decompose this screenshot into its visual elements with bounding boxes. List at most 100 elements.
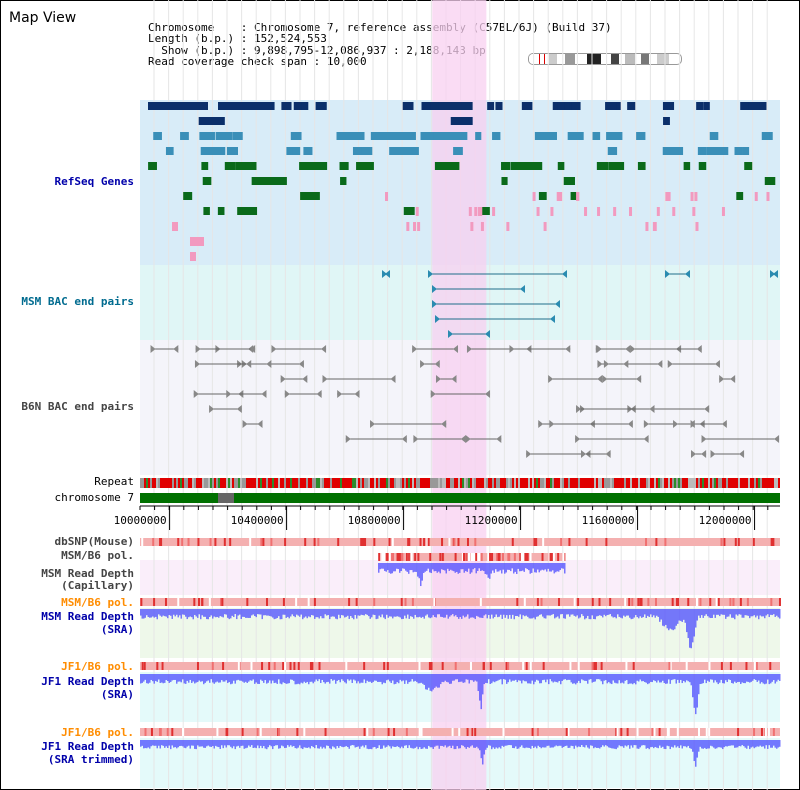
read-depth-bar xyxy=(447,740,449,747)
track-label-jf1-depth-trim[interactable]: JF1 Read Depth xyxy=(41,740,134,753)
bac-end-marker xyxy=(496,435,502,443)
read-depth-bar xyxy=(153,609,155,618)
gene-feature xyxy=(637,162,646,170)
read-depth-bar xyxy=(402,563,404,569)
read-depth-bar xyxy=(156,674,158,682)
chromosome-ideogram[interactable] xyxy=(528,53,682,65)
read-depth-bar xyxy=(482,674,484,695)
gene-feature xyxy=(340,177,347,185)
read-depth-bar xyxy=(356,674,358,684)
read-depth-bar xyxy=(662,740,664,747)
read-depth-bar xyxy=(314,609,316,619)
repeat-feature xyxy=(642,478,644,488)
polymorphism-mark xyxy=(520,553,523,561)
read-depth-bar xyxy=(308,740,310,748)
bac-end-marker xyxy=(623,360,629,368)
read-depth-bar xyxy=(585,674,587,681)
polymorphism-mark xyxy=(414,553,417,561)
region-marker[interactable] xyxy=(539,54,545,64)
track-label-msm-depth-sra[interactable]: MSM Read Depth xyxy=(41,610,134,623)
read-depth-bar xyxy=(410,740,412,748)
track-label-chromosome[interactable]: chromosome 7 xyxy=(54,491,134,504)
repeat-feature xyxy=(740,478,742,488)
read-depth-bar xyxy=(504,609,506,618)
read-depth-bar xyxy=(635,674,637,685)
repeat-feature xyxy=(220,478,222,488)
polymorphism-mark xyxy=(732,598,735,606)
polymorphism-mark xyxy=(177,538,180,546)
track-label-msm-b6-pol-2[interactable]: MSM/B6 pol. xyxy=(61,596,134,609)
read-depth-bar xyxy=(264,740,266,749)
read-depth-bar xyxy=(342,740,344,748)
bac-end-marker xyxy=(576,405,582,413)
track-label-jf1-b6-pol-1[interactable]: JF1/B6 pol. xyxy=(61,660,134,673)
polymorphism-mark xyxy=(150,728,153,736)
read-depth-bar xyxy=(189,609,191,617)
polymorphism-mark xyxy=(197,598,200,606)
read-depth-bar xyxy=(189,740,191,749)
read-depth-bar xyxy=(512,674,514,681)
read-depth-bar xyxy=(516,563,518,574)
repeat-feature xyxy=(732,478,734,488)
read-depth-bar xyxy=(341,740,343,747)
read-depth-bar xyxy=(590,609,592,620)
track-label-repeat[interactable]: Repeat xyxy=(94,475,134,488)
track-label-b6n-bac[interactable]: B6N BAC end pairs xyxy=(21,400,134,413)
bac-end-marker xyxy=(420,360,426,368)
read-depth-bar xyxy=(587,674,589,684)
polymorphism-mark xyxy=(531,728,534,736)
polymorphism-mark xyxy=(594,662,597,670)
read-depth-bar xyxy=(480,674,482,710)
read-depth-bar xyxy=(382,563,384,569)
repeat-feature xyxy=(286,478,288,488)
gene-feature xyxy=(563,177,575,185)
read-depth-bar xyxy=(725,740,727,747)
read-depth-bar xyxy=(728,674,730,680)
read-depth-bar xyxy=(465,563,467,572)
read-depth-bar xyxy=(441,609,443,618)
track-label-jf1-b6-pol-2[interactable]: JF1/B6 pol. xyxy=(61,726,134,739)
gene-feature-pink xyxy=(690,192,694,201)
repeat-feature xyxy=(470,478,472,488)
read-depth-bar xyxy=(522,740,524,748)
read-depth-bar xyxy=(450,563,452,570)
polymorphism-mark xyxy=(651,728,654,736)
repeat-feature xyxy=(288,478,290,488)
read-depth-bar xyxy=(492,674,494,682)
polymorphism-mark xyxy=(729,598,732,606)
gene-feature xyxy=(538,192,547,200)
read-depth-bar xyxy=(281,674,283,685)
read-depth-bar xyxy=(176,674,178,684)
read-depth-bar xyxy=(562,563,564,569)
read-depth-bar xyxy=(201,674,203,682)
read-depth-bar xyxy=(734,674,736,682)
read-depth-bar xyxy=(761,674,763,683)
read-depth-bar xyxy=(737,609,739,616)
read-depth-bar xyxy=(330,609,332,617)
read-depth-bar xyxy=(461,609,463,619)
track-label-dbsnp[interactable]: dbSNP(Mouse) xyxy=(54,535,134,548)
bac-end-marker xyxy=(649,405,655,413)
track-label-msm-depth-capillary[interactable]: MSM Read Depth xyxy=(41,567,134,580)
gene-feature-pink xyxy=(506,222,510,231)
track-label-jf1-depth-sra[interactable]: JF1 Read Depth xyxy=(41,675,134,688)
track-label-msm-b6-pol-1[interactable]: MSM/B6 pol. xyxy=(61,549,134,562)
track-label-refseq[interactable]: RefSeq Genes xyxy=(54,175,134,188)
read-depth-bar xyxy=(518,740,520,749)
read-depth-bar xyxy=(549,563,551,572)
read-depth-bar xyxy=(675,674,677,684)
bac-end-marker xyxy=(565,345,571,353)
gene-feature xyxy=(748,102,760,110)
read-depth-bar xyxy=(206,609,208,620)
read-depth-bar xyxy=(779,740,781,747)
track-label-msm-bac[interactable]: MSM BAC end pairs xyxy=(21,295,134,308)
read-depth-bar xyxy=(345,674,347,684)
read-depth-bar xyxy=(510,563,512,572)
bac-end-marker xyxy=(597,375,603,383)
read-depth-bar xyxy=(734,740,736,748)
repeat-feature xyxy=(454,478,456,488)
read-depth-bar xyxy=(299,740,301,746)
polymorphism-mark xyxy=(181,538,184,546)
repeat-feature xyxy=(770,478,772,488)
